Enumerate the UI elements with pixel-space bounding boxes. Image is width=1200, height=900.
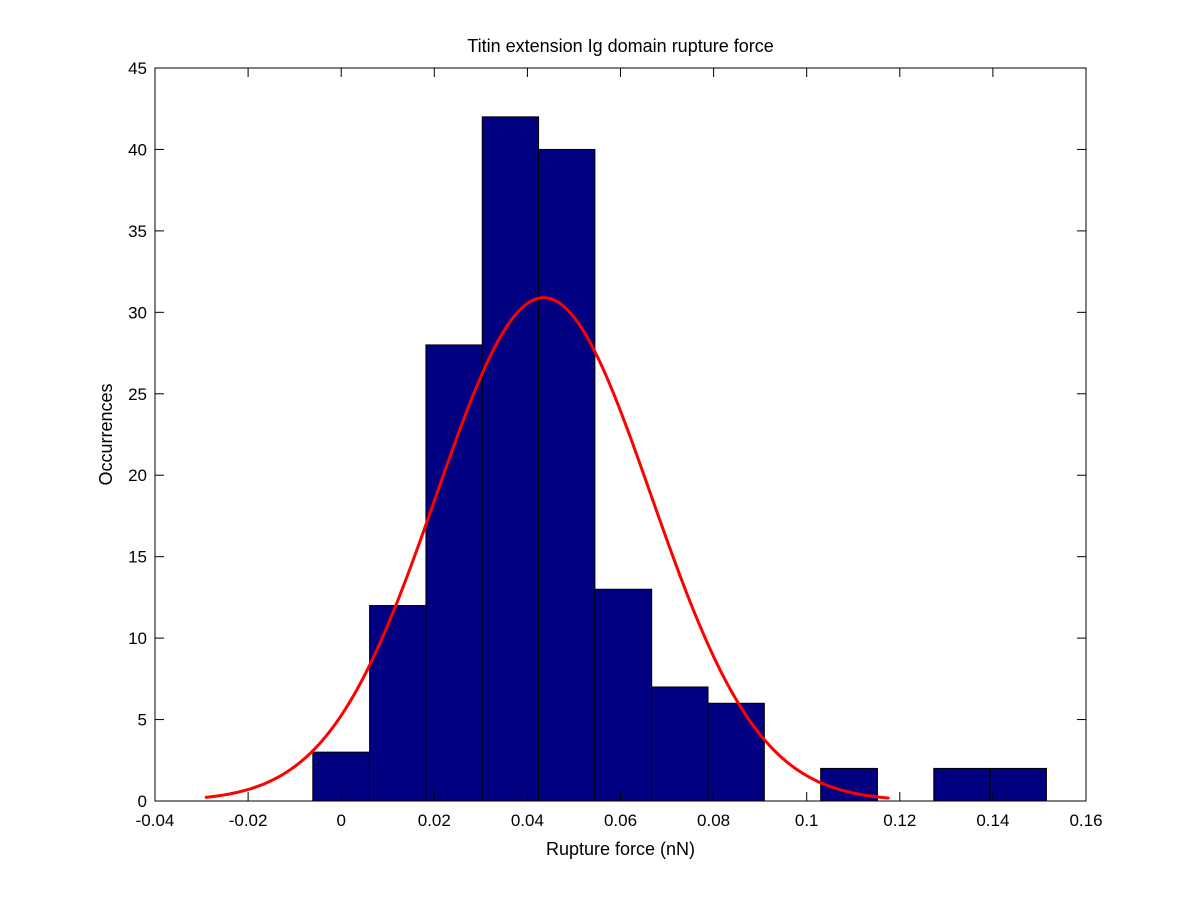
fit-curve	[204, 296, 890, 800]
y-tick-label: 45	[128, 59, 147, 78]
y-tick-label: 35	[128, 222, 147, 241]
x-tick-label: 0.12	[883, 811, 916, 830]
x-axis-title: Rupture force (nN)	[546, 839, 695, 859]
x-tick-label: 0.08	[697, 811, 730, 830]
x-tick-label: 0.16	[1069, 811, 1102, 830]
y-tick-label: 10	[128, 629, 147, 648]
y-tick-label: 0	[138, 792, 147, 811]
y-tick-label: 15	[128, 548, 147, 567]
x-tick-label: -0.04	[136, 811, 175, 830]
histogram-bar	[594, 588, 653, 802]
y-tick-label: 5	[138, 711, 147, 730]
x-tick-label: 0	[336, 811, 345, 830]
x-axis-ticks: -0.04 -0.02 0 0.02 0.04 0.06 0.08 0.1 0.12 0.14 0.…	[136, 68, 1103, 830]
x-tick-label: 0.06	[604, 811, 637, 830]
histogram-bar	[707, 702, 765, 802]
y-tick-label: 40	[128, 140, 147, 159]
histogram-bar	[538, 148, 596, 802]
chart-title: Titin extension Ig domain rupture force	[467, 36, 774, 56]
histogram-bar	[369, 605, 427, 802]
gaussian-fit	[204, 296, 890, 800]
histogram-bar	[989, 767, 1047, 802]
y-axis-ticks: 0 5 10 15 20 25 30 35 40 45	[128, 59, 1086, 811]
x-tick-label: 0.14	[976, 811, 1009, 830]
x-tick-label: 0.1	[795, 811, 819, 830]
y-tick-label: 25	[128, 385, 147, 404]
x-tick-label: -0.02	[229, 811, 268, 830]
histogram-bar	[651, 686, 709, 802]
histogram-bars	[312, 116, 1047, 802]
histogram-bar	[933, 767, 991, 802]
x-tick-label: 0.02	[418, 811, 451, 830]
x-tick-label: 0.04	[511, 811, 544, 830]
y-tick-label: 30	[128, 303, 147, 322]
histogram-bar	[481, 116, 540, 802]
histogram-bar	[425, 344, 483, 802]
y-tick-label: 20	[128, 466, 147, 485]
y-axis-title: Occurrences	[96, 383, 116, 485]
